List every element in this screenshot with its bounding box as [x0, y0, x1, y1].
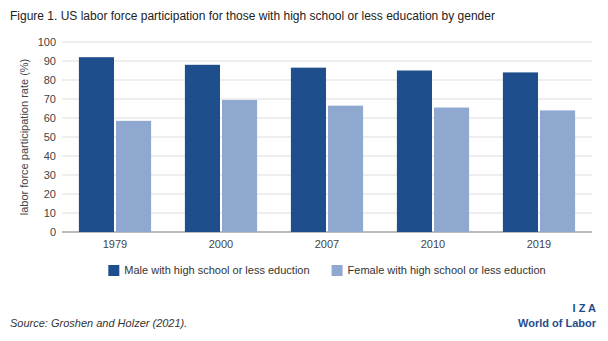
legend: Male with high school or less eduction Fe…: [108, 264, 545, 276]
legend-label: Female with high school or less eduction: [348, 264, 546, 276]
y-tick-label: 60: [44, 112, 56, 124]
grid-line: [62, 61, 592, 62]
x-tick-label: 1979: [103, 238, 127, 250]
bar: [397, 71, 432, 233]
x-tick-label: 2019: [527, 238, 551, 250]
y-tick-label: 90: [44, 55, 56, 67]
grid-line: [62, 42, 592, 43]
bar: [503, 72, 538, 232]
bar: [434, 108, 469, 232]
chart: Figure 1. US labor force participation f…: [0, 0, 608, 341]
x-tick-label: 2010: [421, 238, 445, 250]
bar: [185, 65, 220, 232]
bar: [116, 121, 151, 232]
y-tick-label: 0: [50, 226, 56, 238]
bar: [540, 110, 575, 232]
y-tick-label: 70: [44, 93, 56, 105]
annotation: Source: Groshen and Holzer (2021).: [10, 317, 187, 329]
y-axis-label: labor force participation rate (%): [18, 59, 30, 216]
y-tick-label: 10: [44, 207, 56, 219]
bar: [291, 68, 326, 232]
y-tick-label: 50: [44, 131, 56, 143]
y-tick-label: 100: [38, 36, 56, 48]
y-tick-label: 40: [44, 150, 56, 162]
bar: [222, 100, 257, 232]
y-tick-label: 20: [44, 188, 56, 200]
legend-label: Male with high school or less eduction: [124, 264, 309, 276]
annotation: World of Labor: [518, 317, 597, 329]
x-tick-label: 2000: [209, 238, 233, 250]
bar: [79, 57, 114, 232]
legend-swatch: [332, 265, 343, 276]
annotation: I Z A: [573, 302, 596, 314]
legend-item: Male with high school or less eduction: [108, 264, 309, 276]
legend-swatch: [108, 265, 119, 276]
y-tick-label: 30: [44, 169, 56, 181]
title: Figure 1. US labor force participation f…: [10, 9, 495, 23]
y-tick-label: 80: [44, 74, 56, 86]
legend-item: Female with high school or less eduction: [332, 264, 546, 276]
bar: [328, 106, 363, 232]
x-tick-label: 2007: [315, 238, 339, 250]
bars: [79, 57, 575, 232]
